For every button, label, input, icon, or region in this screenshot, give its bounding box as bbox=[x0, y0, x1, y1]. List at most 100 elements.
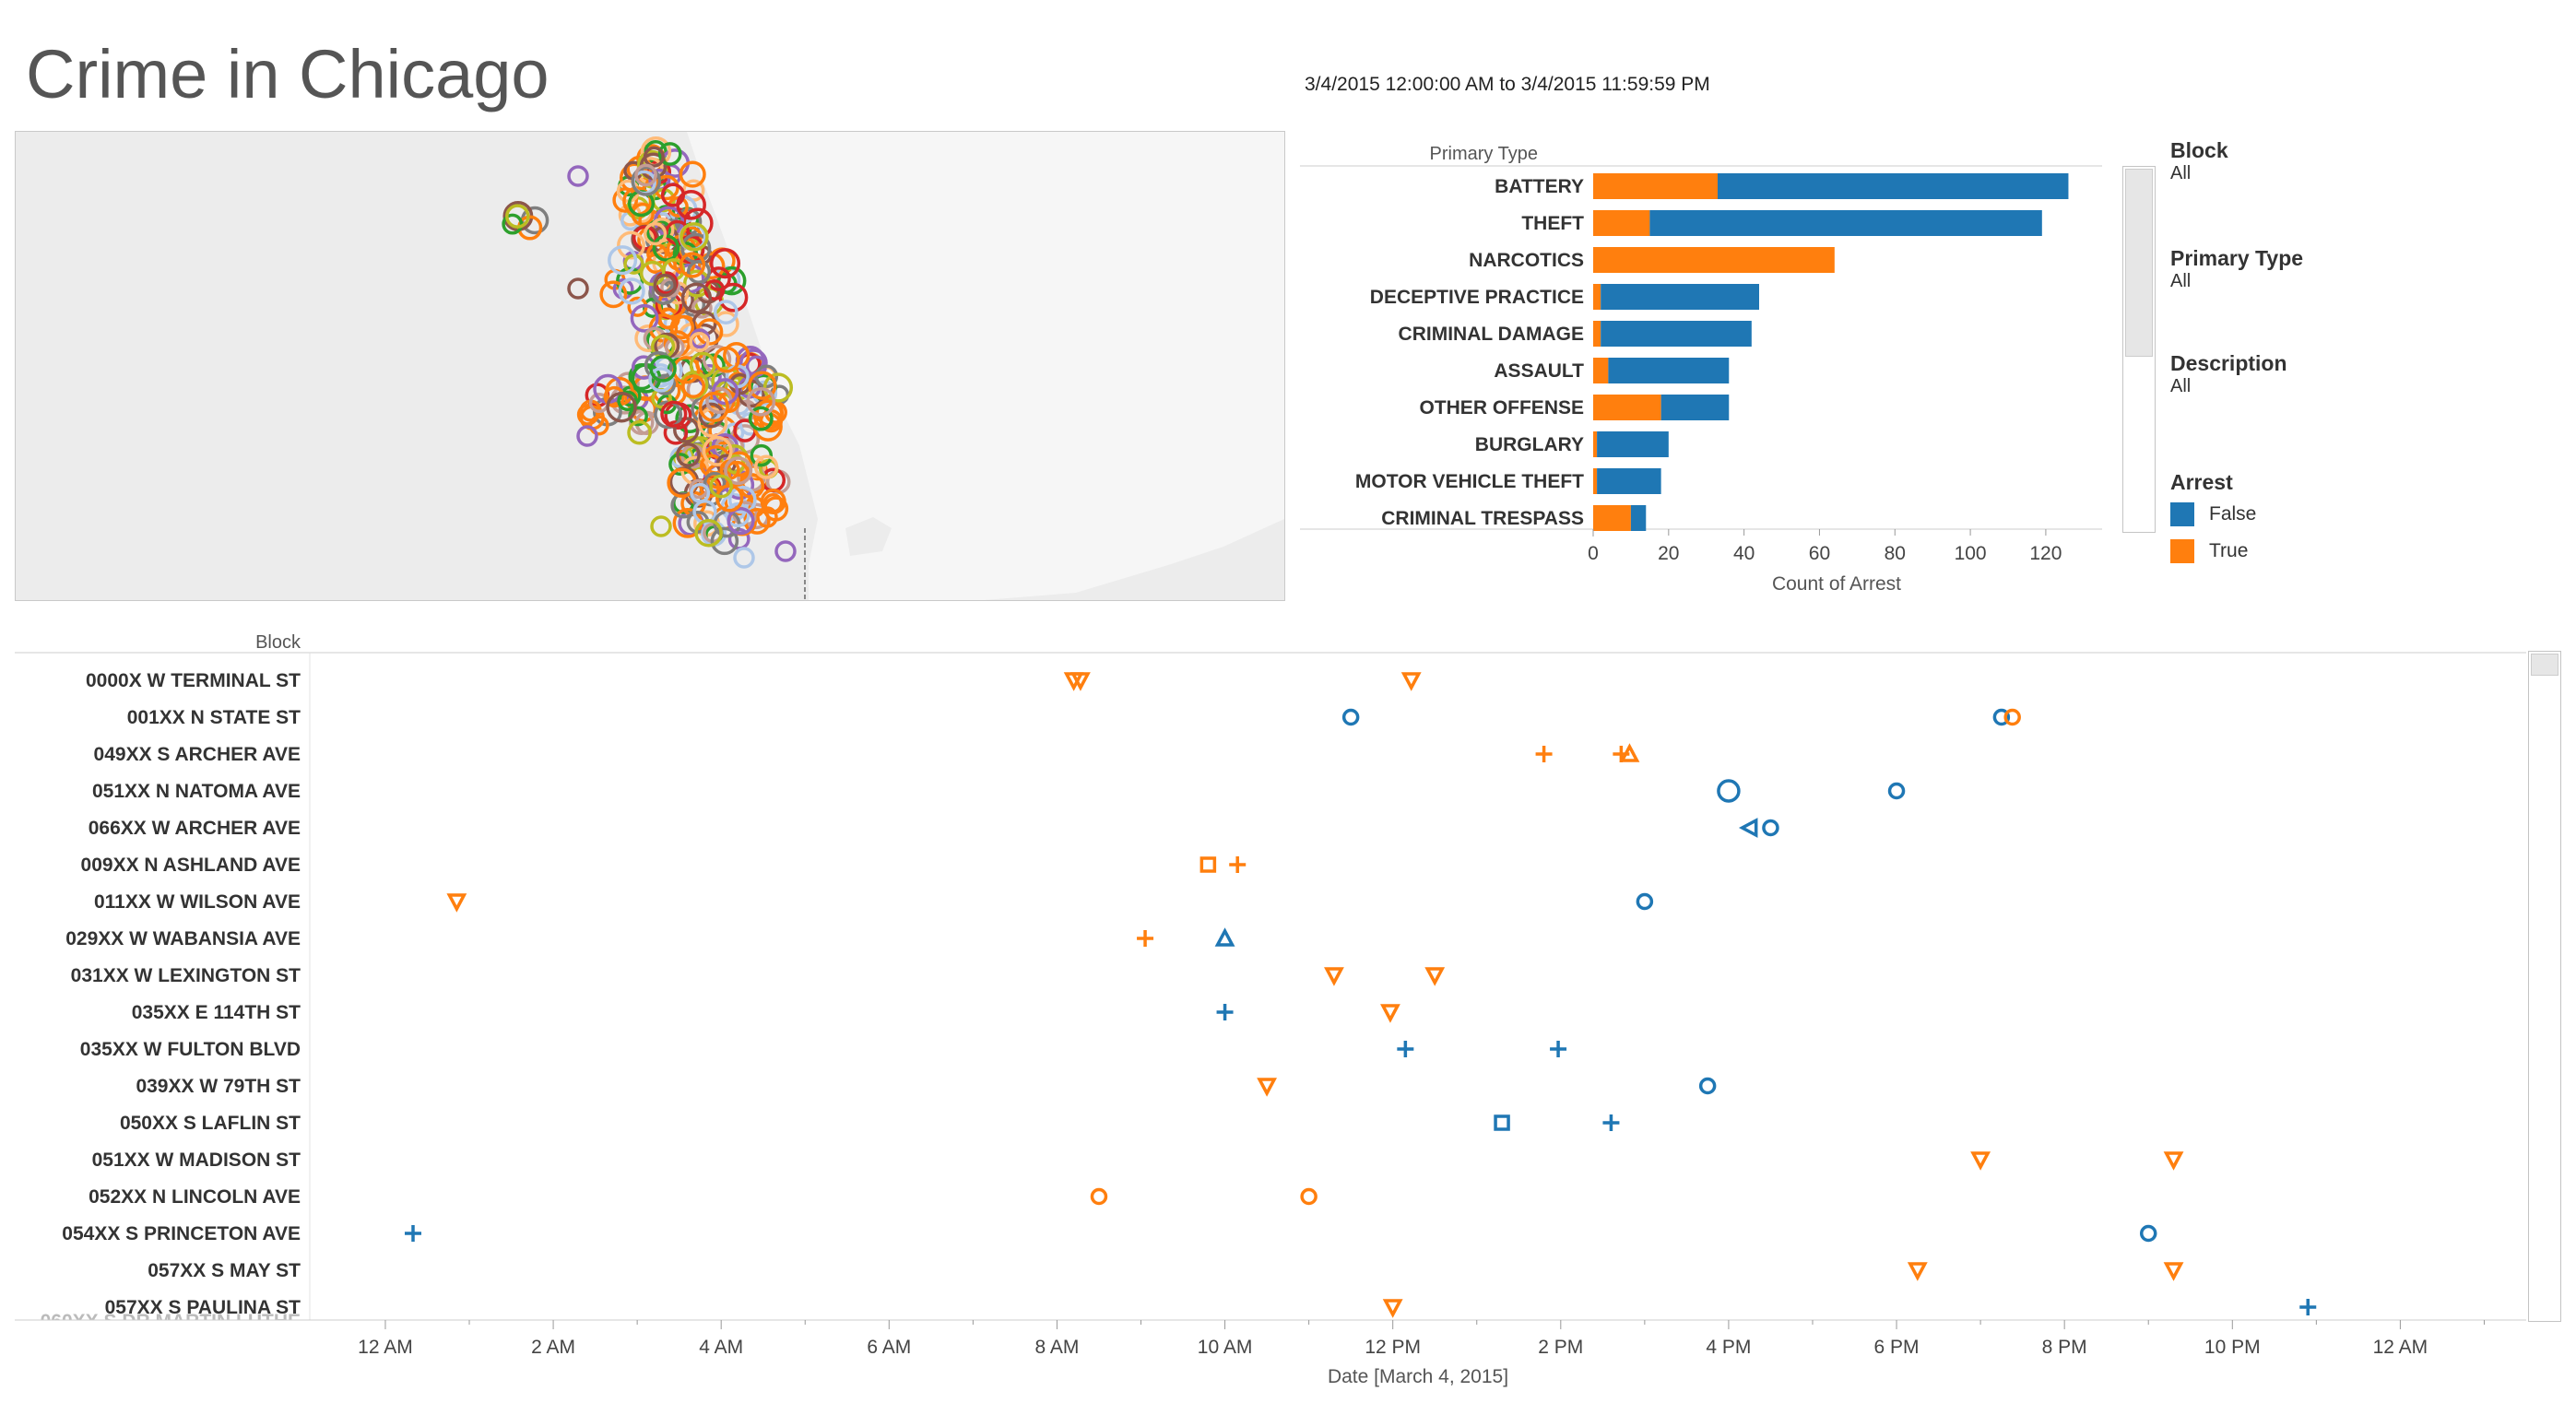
map-incident-marker[interactable] bbox=[680, 282, 713, 313]
timeline-point-triangle-up[interactable] bbox=[1214, 927, 1235, 947]
map-incident-marker[interactable] bbox=[709, 248, 741, 279]
crime-map-canvas[interactable] bbox=[16, 132, 1284, 600]
bar-segment-false[interactable] bbox=[1597, 431, 1669, 457]
map-incident-marker[interactable] bbox=[588, 415, 609, 436]
map-incident-marker[interactable] bbox=[643, 221, 668, 246]
timeline-point-triangle-down[interactable] bbox=[1257, 1078, 1278, 1097]
timeline-point-circle[interactable] bbox=[2139, 1224, 2157, 1243]
map-incident-marker[interactable] bbox=[725, 501, 750, 528]
map-incident-marker[interactable] bbox=[748, 371, 777, 400]
map-incident-marker[interactable] bbox=[657, 142, 682, 166]
map-incident-marker[interactable] bbox=[631, 166, 662, 196]
filter-primary-type[interactable]: Primary Type All bbox=[2170, 246, 2303, 292]
bar-chart-scrollbar[interactable] bbox=[2122, 166, 2156, 533]
bar-segment-true[interactable] bbox=[1593, 358, 1609, 383]
map-incident-marker[interactable] bbox=[663, 420, 689, 445]
map-incident-marker[interactable] bbox=[660, 400, 688, 428]
map-incident-marker[interactable] bbox=[628, 406, 648, 427]
timeline-point-plus[interactable] bbox=[2299, 1299, 2317, 1315]
bar-segment-true[interactable] bbox=[1593, 247, 1835, 273]
timeline-point-plus[interactable] bbox=[1602, 1114, 1620, 1131]
map-incident-marker[interactable] bbox=[502, 213, 524, 235]
timeline-point-triangle-down[interactable] bbox=[1380, 1004, 1400, 1023]
timeline-scroll-thumb[interactable] bbox=[2531, 654, 2558, 676]
map-incident-marker[interactable] bbox=[698, 402, 725, 429]
timeline-point-triangle-down[interactable] bbox=[2163, 1151, 2184, 1171]
map-incident-marker[interactable] bbox=[649, 355, 677, 383]
filter-description[interactable]: Description All bbox=[2170, 351, 2287, 397]
map-incident-marker[interactable] bbox=[669, 314, 695, 340]
timeline-point-plus[interactable] bbox=[1397, 1041, 1414, 1057]
map-incident-marker[interactable] bbox=[727, 485, 757, 514]
map-incident-marker[interactable] bbox=[639, 260, 666, 287]
filter-primary-type-value[interactable]: All bbox=[2170, 271, 2192, 291]
bar-segment-false[interactable] bbox=[1649, 210, 2042, 236]
map-incident-marker[interactable] bbox=[711, 378, 739, 406]
map-incident-marker[interactable] bbox=[709, 474, 733, 499]
bar-segment-true[interactable] bbox=[1593, 210, 1650, 236]
timeline-point-triangle-down[interactable] bbox=[1907, 1262, 1928, 1281]
bar-segment-true[interactable] bbox=[1593, 321, 1601, 347]
map-incident-marker[interactable] bbox=[603, 385, 625, 408]
legend-item-false[interactable]: False bbox=[2170, 502, 2256, 526]
bar-segment-false[interactable] bbox=[1601, 321, 1752, 347]
bar-segment-false[interactable] bbox=[1608, 358, 1730, 383]
map-incident-marker[interactable] bbox=[748, 406, 774, 431]
map-incident-marker[interactable] bbox=[567, 165, 589, 187]
map-incident-marker[interactable] bbox=[632, 225, 658, 251]
bar-segment-true[interactable] bbox=[1593, 468, 1598, 494]
bar-segment-false[interactable] bbox=[1597, 468, 1661, 494]
map-incident-marker[interactable] bbox=[599, 280, 628, 309]
map-incident-marker[interactable] bbox=[634, 163, 657, 187]
map-incident-marker[interactable] bbox=[690, 482, 711, 503]
bar-segment-true[interactable] bbox=[1593, 395, 1661, 420]
map-incident-marker[interactable] bbox=[715, 484, 744, 513]
map-incident-marker[interactable] bbox=[630, 303, 659, 333]
map-incident-marker[interactable] bbox=[679, 252, 706, 278]
bar-segment-true[interactable] bbox=[1593, 505, 1631, 531]
bar-segment-true[interactable] bbox=[1593, 173, 1718, 199]
map-incident-marker[interactable] bbox=[606, 391, 637, 423]
timeline-point-circle[interactable] bbox=[1698, 1077, 1717, 1095]
timeline-point-triangle-left[interactable] bbox=[1738, 818, 1758, 838]
map-incident-marker[interactable] bbox=[774, 540, 797, 562]
timeline-point-triangle-down[interactable] bbox=[1970, 1151, 1991, 1171]
timeline-point-circle[interactable] bbox=[1717, 779, 1741, 803]
timeline-scrollbar[interactable] bbox=[2528, 651, 2561, 1322]
map-incident-marker[interactable] bbox=[567, 277, 589, 300]
map-incident-marker[interactable] bbox=[627, 419, 652, 445]
map-incident-marker[interactable] bbox=[648, 367, 674, 393]
map-incident-marker[interactable] bbox=[650, 515, 672, 537]
timeline-point-plus[interactable] bbox=[1550, 1041, 1567, 1057]
map-incident-marker[interactable] bbox=[653, 273, 677, 298]
map-incident-marker[interactable] bbox=[679, 222, 709, 252]
map-incident-marker[interactable] bbox=[689, 351, 716, 379]
filter-block[interactable]: Block All bbox=[2170, 138, 2228, 184]
map-incident-marker[interactable] bbox=[634, 324, 663, 352]
timeline-point-plus[interactable] bbox=[1535, 746, 1553, 762]
bar-segment-false[interactable] bbox=[1601, 284, 1759, 310]
bar-segment-false[interactable] bbox=[1660, 395, 1730, 420]
map-incident-marker[interactable] bbox=[608, 245, 638, 276]
crime-map[interactable] bbox=[15, 131, 1285, 601]
map-incident-marker[interactable] bbox=[576, 425, 598, 447]
timeline-point-square[interactable] bbox=[1199, 856, 1217, 873]
bar-segment-false[interactable] bbox=[1630, 505, 1647, 531]
timeline-point-triangle-down[interactable] bbox=[1324, 967, 1344, 986]
map-incident-marker[interactable] bbox=[679, 160, 706, 188]
map-incident-marker[interactable] bbox=[618, 277, 645, 305]
map-incident-marker[interactable] bbox=[689, 332, 710, 353]
map-incident-marker[interactable] bbox=[746, 386, 776, 417]
map-incident-marker[interactable] bbox=[697, 252, 726, 280]
timeline-point-circle[interactable] bbox=[1341, 708, 1360, 726]
timeline-point-square[interactable] bbox=[1494, 1114, 1510, 1131]
timeline-point-triangle-down[interactable] bbox=[446, 893, 467, 913]
timeline-point-circle[interactable] bbox=[1992, 708, 2011, 726]
filter-block-value[interactable]: All bbox=[2170, 163, 2192, 183]
timeline-point-plus[interactable] bbox=[1137, 930, 1154, 947]
map-incident-marker[interactable] bbox=[660, 183, 686, 207]
map-incident-marker[interactable] bbox=[616, 266, 644, 295]
map-incident-marker[interactable] bbox=[617, 390, 638, 412]
timeline-point-circle[interactable] bbox=[1636, 892, 1654, 911]
timeline-point-triangle-down[interactable] bbox=[1400, 672, 1422, 691]
